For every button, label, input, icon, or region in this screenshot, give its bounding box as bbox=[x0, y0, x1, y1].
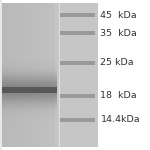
Bar bbox=[60, 13, 94, 17]
Text: 35  kDa: 35 kDa bbox=[100, 28, 137, 38]
Bar bbox=[60, 94, 94, 98]
Bar bbox=[60, 61, 94, 65]
Bar bbox=[2, 87, 57, 93]
Bar bbox=[60, 118, 94, 122]
Bar bbox=[58, 3, 60, 147]
Text: 25 kDa: 25 kDa bbox=[100, 58, 134, 68]
Text: 14.4kDa: 14.4kDa bbox=[100, 116, 140, 124]
Text: 18  kDa: 18 kDa bbox=[100, 92, 137, 100]
Bar bbox=[0, 0, 2, 150]
Bar bbox=[60, 31, 94, 35]
Bar bbox=[2, 3, 98, 147]
Text: 45  kDa: 45 kDa bbox=[100, 11, 137, 20]
